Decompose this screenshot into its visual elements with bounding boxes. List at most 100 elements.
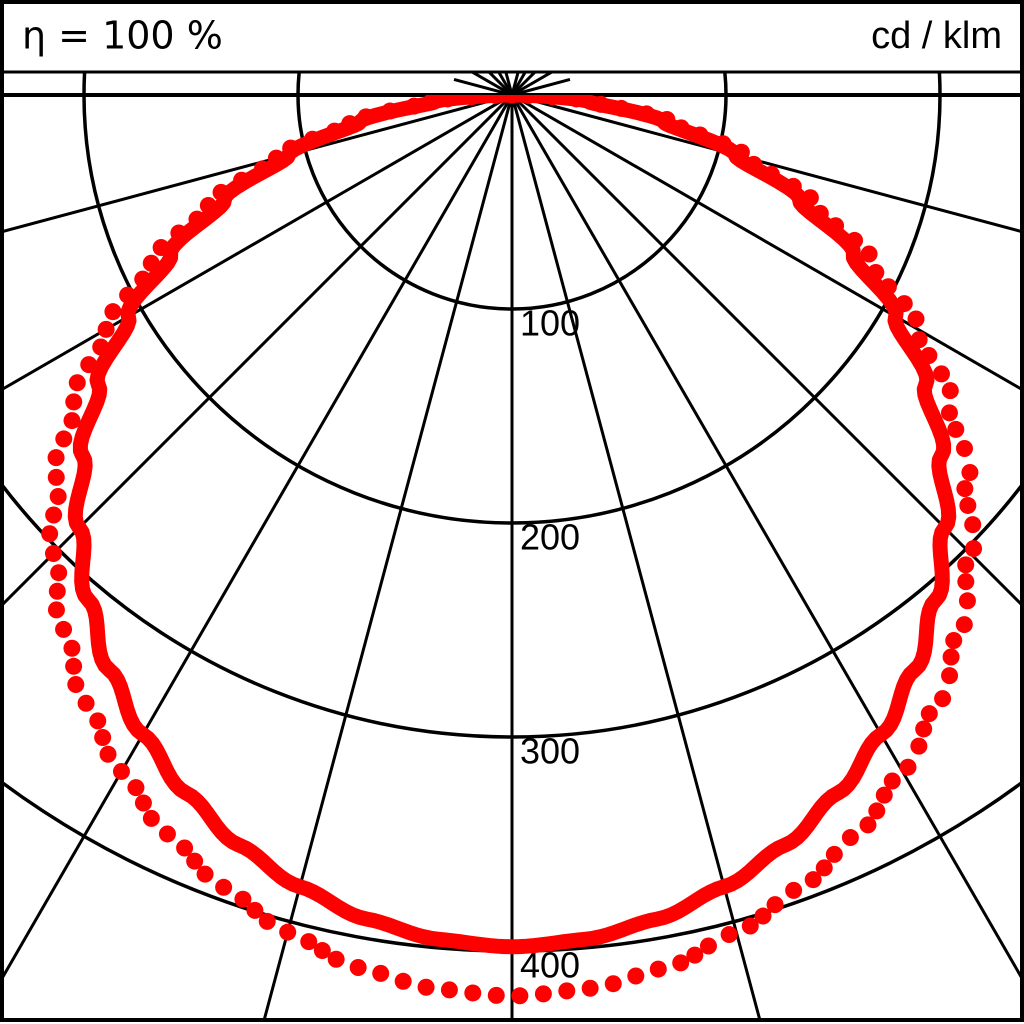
curve-point — [785, 881, 803, 899]
curve-point — [44, 545, 62, 563]
curve-point — [104, 303, 122, 321]
curve-point — [439, 95, 457, 108]
curve-point — [45, 506, 63, 524]
curve-point — [464, 984, 482, 1002]
efficiency-label: η = 100 % — [22, 14, 223, 58]
curve-point — [279, 923, 297, 941]
curve-point — [658, 111, 676, 129]
curve-point — [827, 217, 845, 235]
grid-spoke-15deg — [510, 94, 762, 1020]
grid-spoke-45deg — [510, 93, 1022, 608]
curve-point — [50, 564, 68, 582]
curve-point — [326, 122, 344, 140]
curve-point — [581, 979, 599, 997]
curve-point — [112, 762, 130, 780]
unit-label: cd / klm — [871, 15, 1002, 57]
curve-point — [80, 356, 98, 374]
curve-point — [267, 149, 285, 167]
curve-point — [67, 675, 85, 693]
curve-point — [883, 772, 901, 790]
curve-point — [964, 516, 982, 534]
curve-point — [313, 942, 331, 960]
curve-point — [405, 97, 423, 115]
curve-point — [212, 183, 230, 201]
grid-spoke--60deg — [2, 93, 513, 392]
curve-point — [957, 573, 975, 591]
grid-spoke-stub-75deg — [453, 78, 513, 97]
curve-point — [215, 878, 233, 896]
curve-point — [188, 210, 206, 228]
grid-spoke-stub--75deg — [511, 78, 571, 97]
radial-tick-label-200: 200 — [520, 516, 580, 557]
curve-point — [65, 657, 83, 675]
curve-point — [801, 189, 819, 207]
curve-point — [158, 825, 176, 843]
curve-point — [841, 829, 859, 847]
curve-point — [649, 960, 667, 978]
curve-point — [65, 393, 83, 411]
curve-point — [942, 648, 960, 666]
curve-point — [68, 374, 86, 392]
curve-point — [815, 859, 833, 877]
grid-spoke-stub--30deg — [510, 73, 527, 96]
curve-point — [89, 712, 107, 730]
curve-point — [142, 254, 160, 272]
curve-point — [282, 139, 300, 157]
grid-spoke-30deg — [510, 94, 1022, 982]
curve-point — [592, 95, 610, 113]
curve-point — [907, 310, 925, 328]
grid-spoke-stub-45deg — [487, 73, 514, 97]
curve-point — [152, 239, 170, 257]
curve-point — [534, 985, 552, 1003]
curve-point — [804, 871, 822, 889]
curve-point — [258, 912, 276, 930]
curve-point — [47, 468, 65, 486]
curve-point — [199, 197, 217, 215]
curve-point — [859, 816, 877, 834]
curve-point — [170, 224, 188, 242]
curve-point — [965, 540, 983, 558]
curve-point — [357, 108, 375, 126]
curve-point — [567, 95, 585, 108]
curve-point — [440, 981, 458, 999]
grid-spoke--30deg — [2, 94, 514, 982]
curve-point — [875, 786, 893, 804]
curve-point — [558, 982, 576, 1000]
curve-point — [196, 865, 214, 883]
curve-point — [233, 171, 251, 189]
curve-point — [48, 582, 66, 600]
curve-point — [234, 890, 252, 908]
grid-spoke-60deg — [511, 93, 1022, 392]
curve-point — [63, 412, 81, 430]
curve-point — [867, 263, 885, 281]
curve-point — [186, 852, 204, 870]
grid-spoke-stub-60deg — [470, 73, 513, 97]
curve-point — [77, 694, 95, 712]
curve-point — [961, 463, 979, 481]
curve-2-dotted — [41, 95, 983, 1005]
light-distribution-curves — [41, 95, 983, 1005]
curve-point — [47, 449, 65, 467]
curve-point — [910, 331, 928, 349]
curve-point — [959, 496, 977, 514]
curve-point — [487, 986, 505, 1004]
curve-point — [741, 917, 759, 935]
curve-point — [520, 95, 538, 104]
grid-spoke-stub-15deg — [504, 73, 514, 96]
curve-point — [97, 320, 115, 338]
curve-point — [910, 737, 928, 755]
curve-point — [699, 937, 717, 955]
grid-spoke-stub-30deg — [497, 73, 514, 96]
curve-point — [41, 525, 59, 543]
curve-point — [511, 987, 529, 1005]
curve-point — [672, 954, 690, 972]
curve-point — [394, 972, 412, 990]
radial-tick-label-300: 300 — [520, 730, 580, 771]
curve-point — [486, 95, 504, 104]
curve-point — [176, 839, 194, 857]
curve-point — [720, 926, 738, 944]
curve-point — [544, 95, 562, 106]
grid-spoke--45deg — [2, 93, 514, 608]
